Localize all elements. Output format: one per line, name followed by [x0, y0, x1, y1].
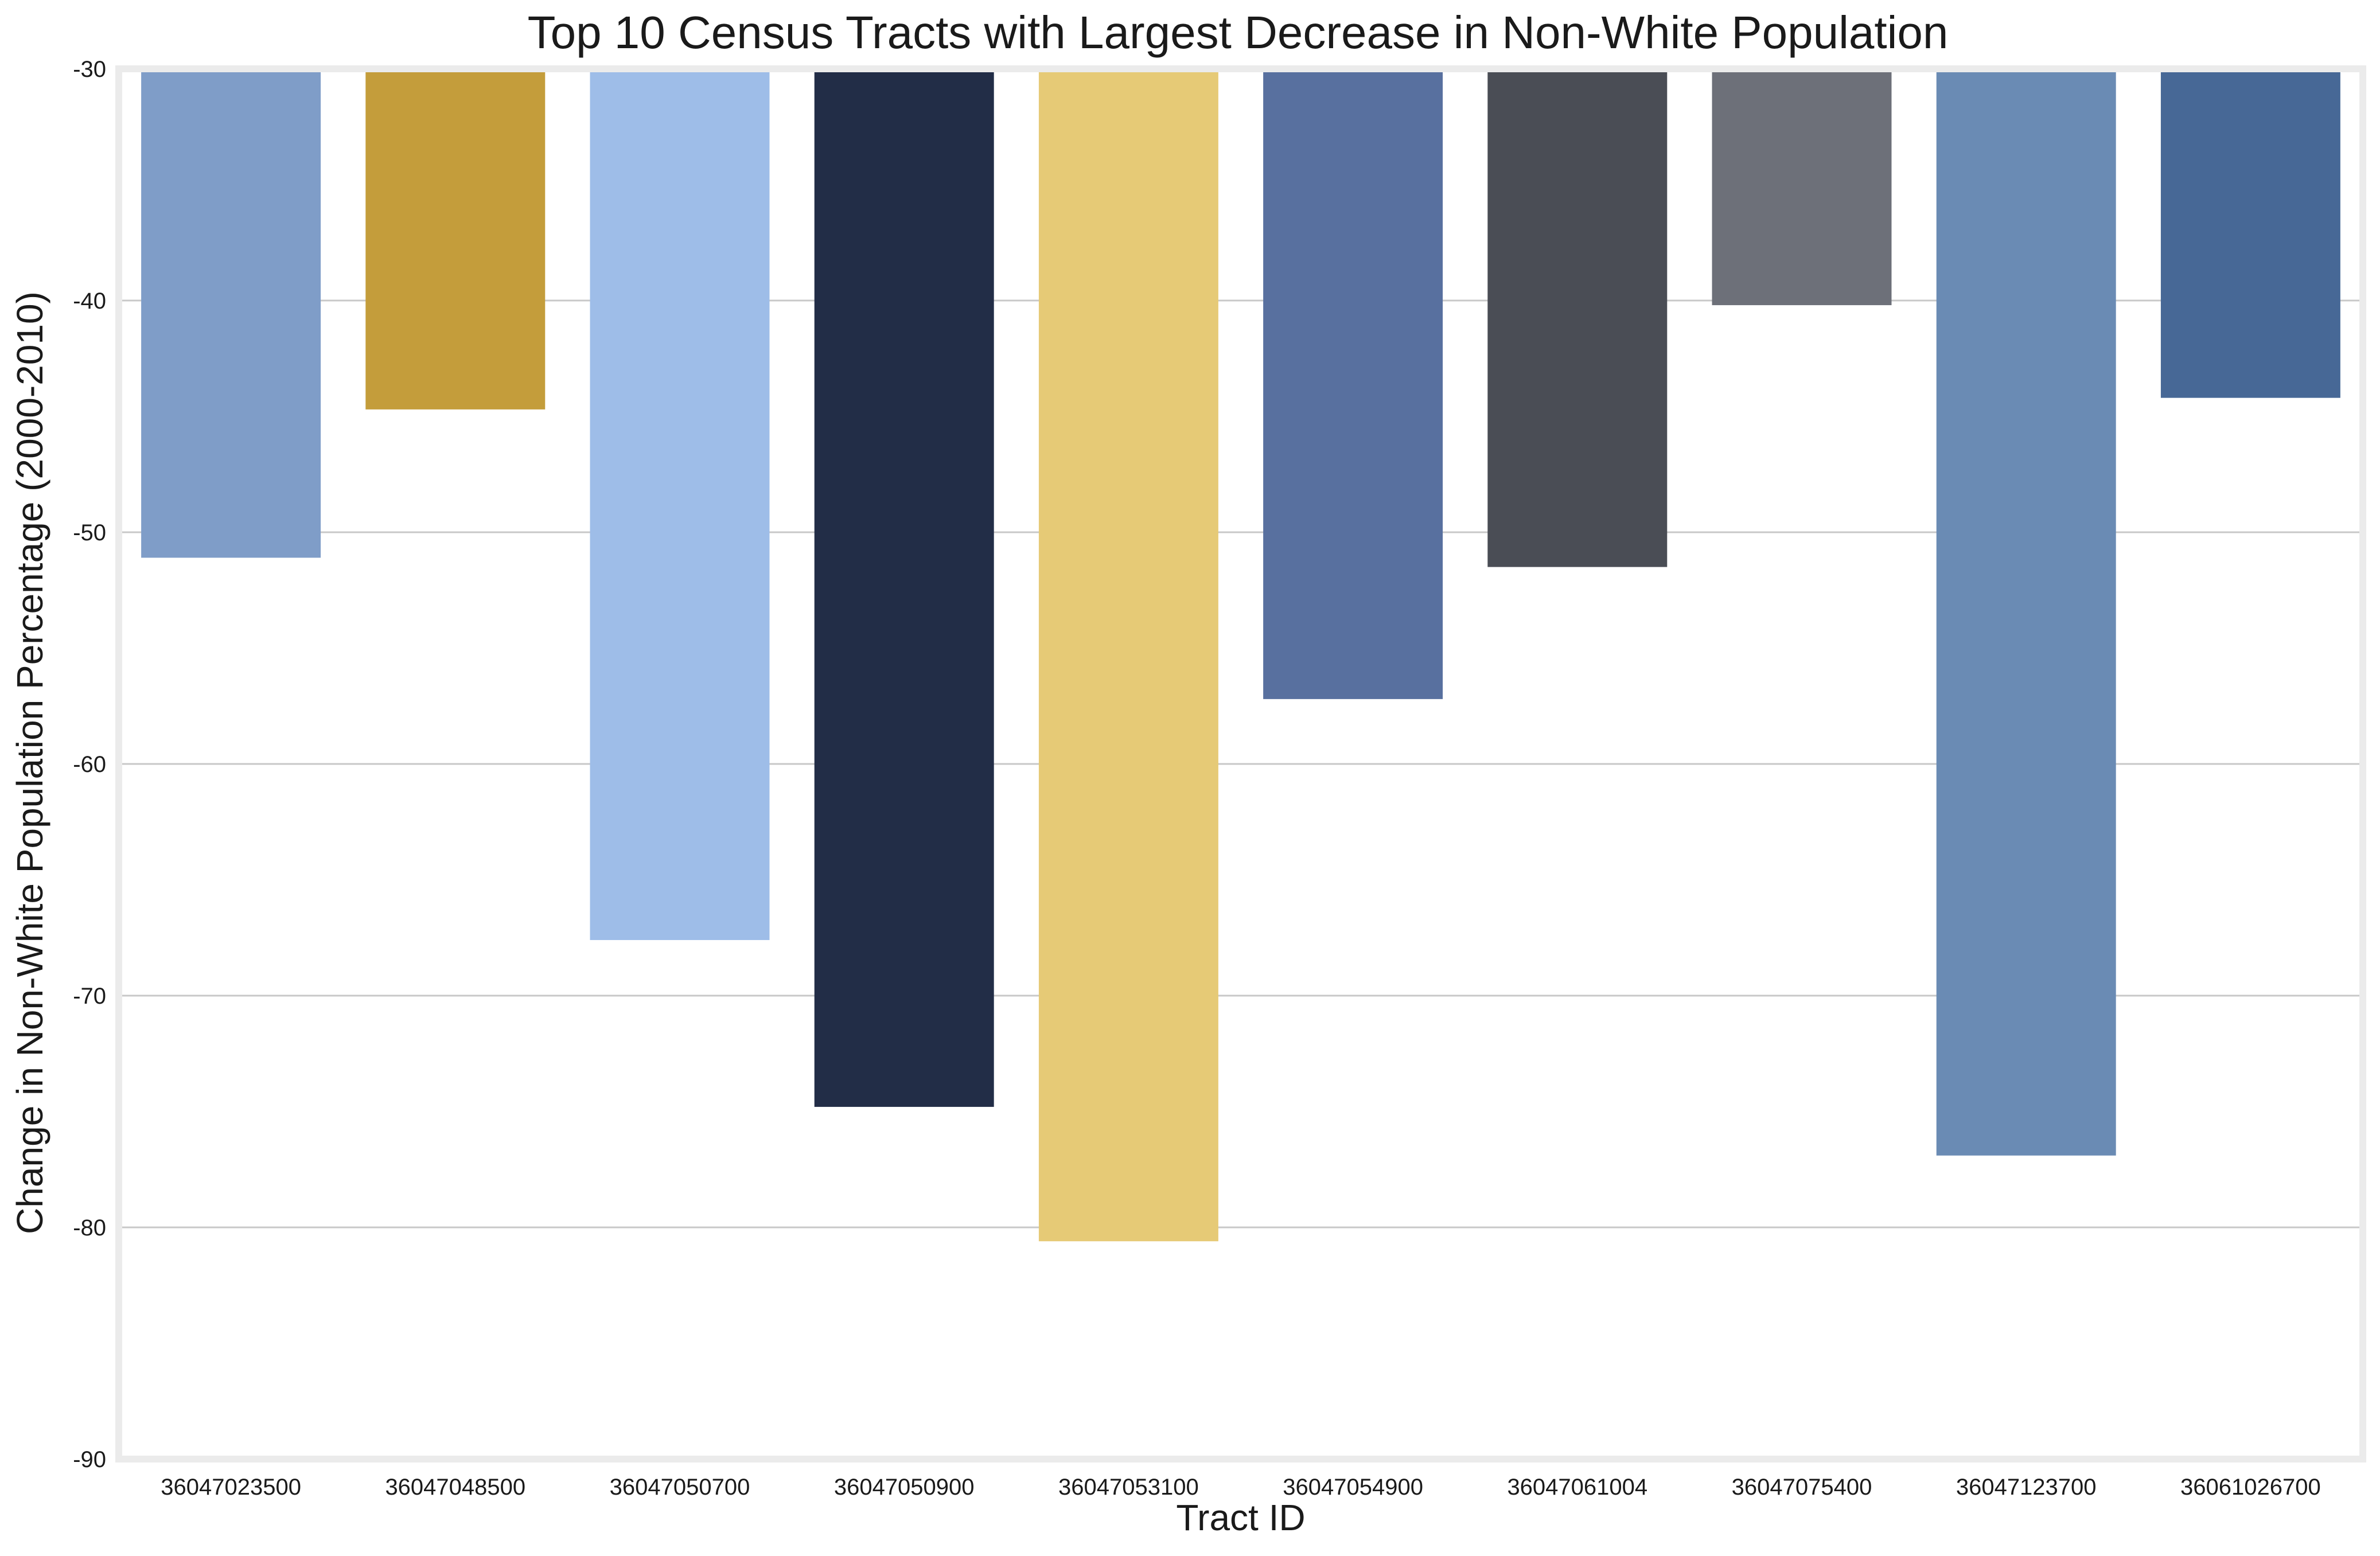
y-tick-labels: -90 -80 -70 -60 -50 -40 -30	[73, 57, 106, 1472]
bar-36047123700	[1936, 69, 2116, 1156]
x-tick-label: 36047050900	[834, 1475, 975, 1500]
x-tick-label: 36047123700	[1956, 1475, 2097, 1500]
x-tick-label: 36047054900	[1283, 1475, 1423, 1500]
y-tick-label: -80	[73, 1215, 106, 1241]
y-axis-label: Change in Non-White Population Percentag…	[9, 291, 50, 1234]
plot-frame	[115, 65, 2366, 1463]
bar-36047023500	[141, 69, 321, 558]
x-axis-label: Tract ID	[1176, 1497, 1305, 1538]
bars	[141, 69, 2340, 1242]
bar-36047054900	[1263, 69, 1443, 699]
bar-36047075400	[1712, 69, 1892, 306]
x-tick-label: 36047048500	[385, 1475, 525, 1500]
x-tick-label: 36047053100	[1058, 1475, 1199, 1500]
x-tick-label: 36047023500	[161, 1475, 301, 1500]
bar-36047050900	[814, 69, 994, 1107]
y-tick-label: -70	[73, 984, 106, 1009]
y-tick-label: -30	[73, 57, 106, 82]
y-tick-label: -40	[73, 288, 106, 314]
bar-36047053100	[1038, 69, 1218, 1242]
x-tick-label: 36047061004	[1507, 1475, 1647, 1500]
x-tick-label: 36047050700	[610, 1475, 750, 1500]
y-tick-label: -50	[73, 520, 106, 545]
chart-title: Top 10 Census Tracts with Largest Decrea…	[528, 7, 1949, 58]
y-tick-label: -60	[73, 752, 106, 777]
bar-36047050700	[590, 69, 770, 941]
y-tick-label: -90	[73, 1447, 106, 1472]
x-tick-label: 36061026700	[2180, 1475, 2321, 1500]
x-tick-label: 36047075400	[1732, 1475, 1872, 1500]
bar-36047061004	[1487, 69, 1668, 567]
x-tick-labels: 36047023500 36047048500 36047050700 3604705…	[161, 1475, 2321, 1500]
bar-36047048500	[365, 69, 546, 410]
bar-36061026700	[2160, 69, 2340, 398]
